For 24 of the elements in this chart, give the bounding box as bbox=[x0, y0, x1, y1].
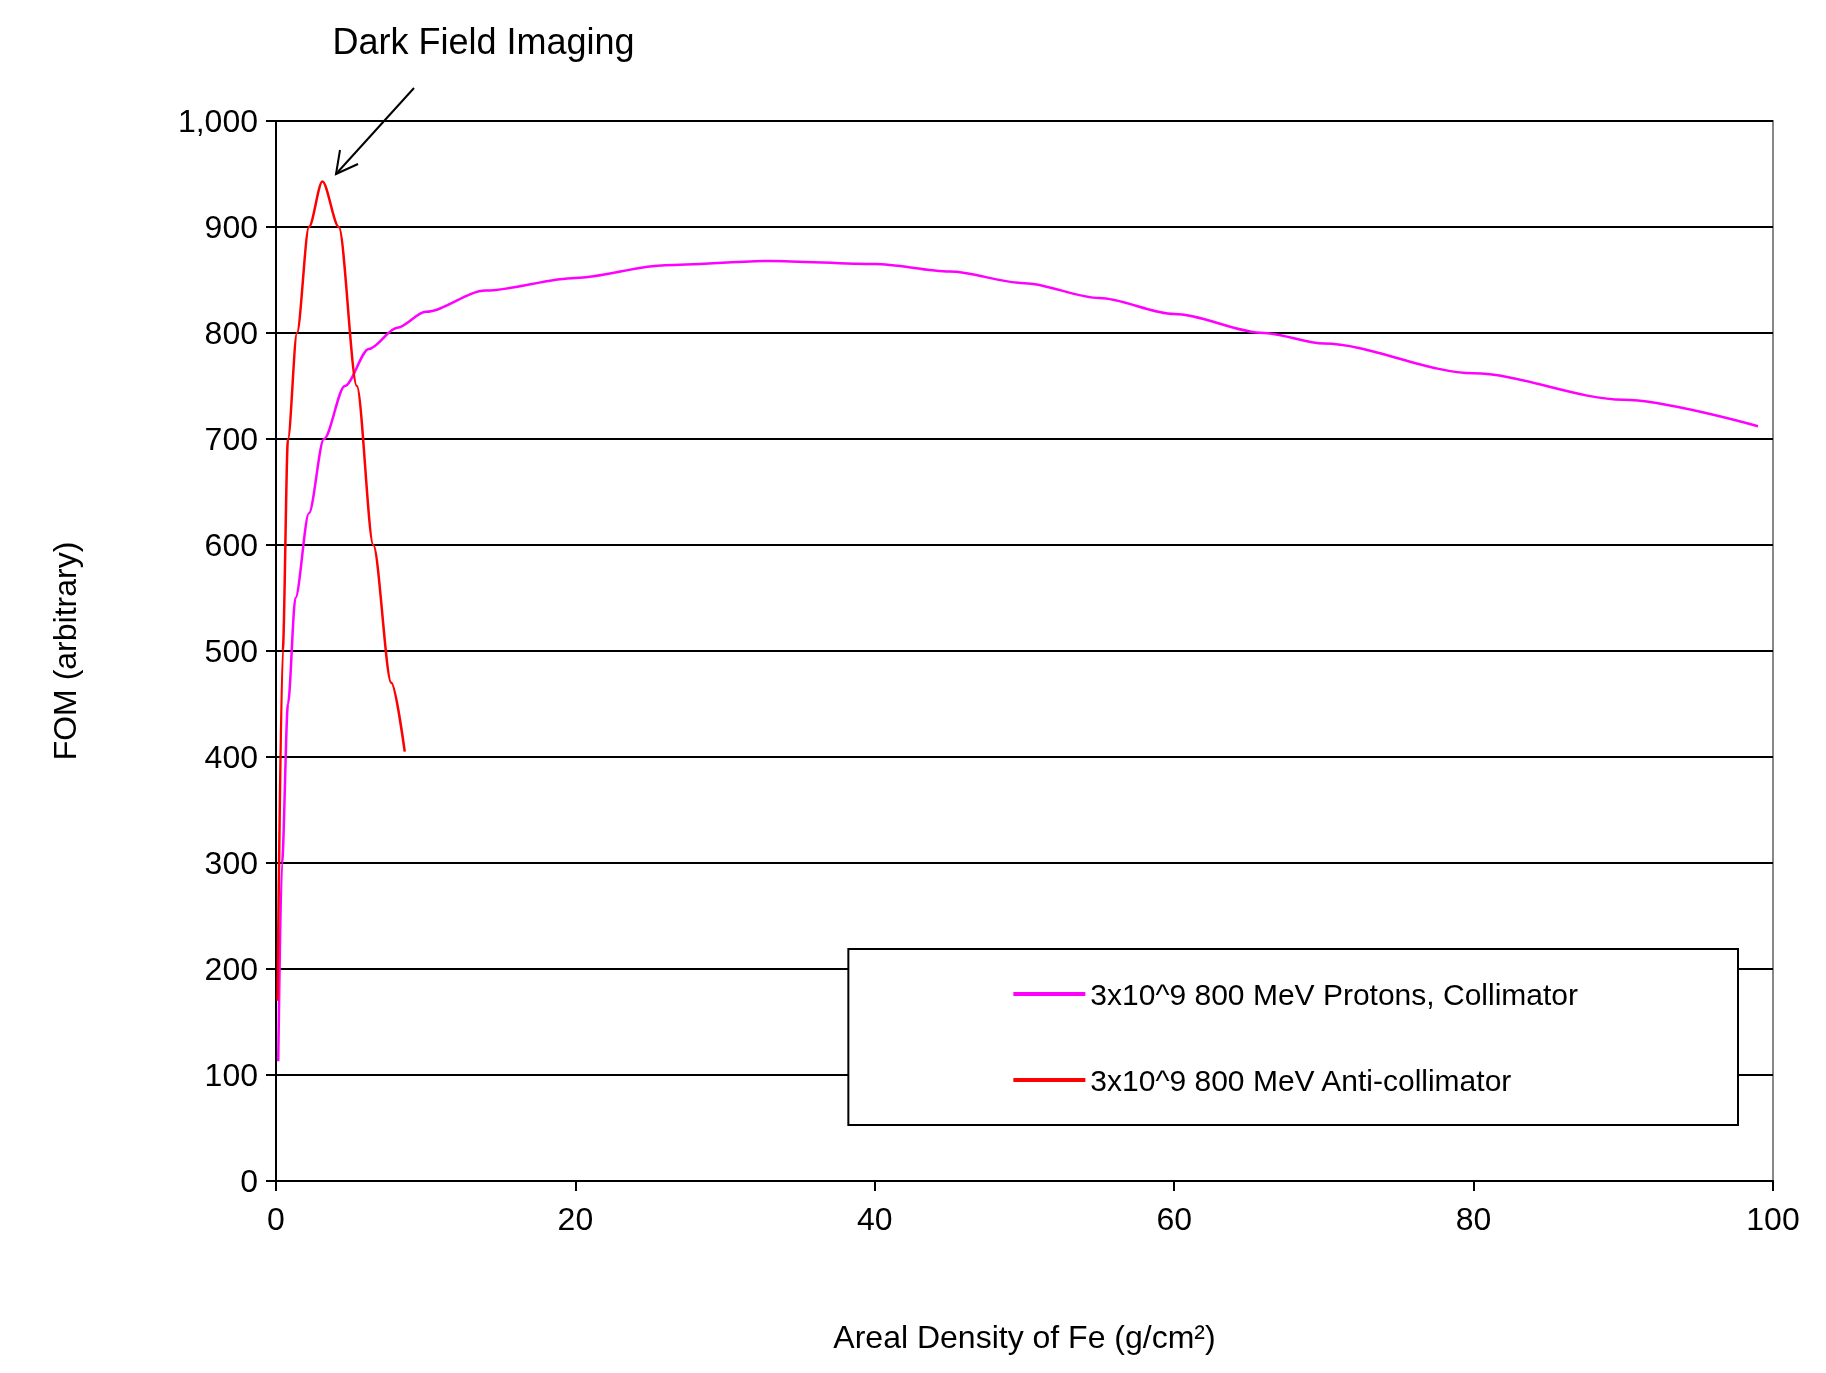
y-axis-title: FOM (arbitrary) bbox=[47, 541, 83, 761]
y-tick-label: 900 bbox=[204, 209, 258, 245]
text: Dark Field Imaging bbox=[332, 21, 635, 64]
y-tick-label: 1,000 bbox=[177, 103, 258, 139]
line-series bbox=[276, 180, 406, 1003]
y-tick-label: 500 bbox=[204, 633, 258, 669]
x-tick-label: 20 bbox=[557, 1201, 594, 1237]
y-tick-label: 800 bbox=[204, 315, 258, 351]
x-tick-label: 60 bbox=[1156, 1201, 1192, 1237]
y-tick-label: 600 bbox=[204, 527, 258, 563]
y-tick-label: 700 bbox=[204, 421, 258, 457]
line-series bbox=[277, 259, 1760, 1063]
x-axis-title: Areal Density of Fe (g/cm²) bbox=[833, 1319, 1216, 1355]
y-tick-label: 300 bbox=[204, 845, 258, 881]
y-tick-label: 100 bbox=[204, 1057, 258, 1093]
x-tick-label: 100 bbox=[1746, 1201, 1800, 1237]
legend-label: 3x10^9 800 MeV Protons, Collimator bbox=[1090, 977, 1579, 1011]
y-tick-label: 400 bbox=[204, 739, 258, 775]
x-tick-label: 40 bbox=[857, 1201, 893, 1237]
legend-label: 3x10^9 800 MeV Anti-collimator bbox=[1090, 1063, 1512, 1097]
x-tick-label: 80 bbox=[1455, 1201, 1492, 1237]
y-tick-label: 200 bbox=[204, 951, 258, 987]
x-tick-label: 0 bbox=[267, 1201, 285, 1237]
y-tick-label: 0 bbox=[240, 1163, 258, 1199]
